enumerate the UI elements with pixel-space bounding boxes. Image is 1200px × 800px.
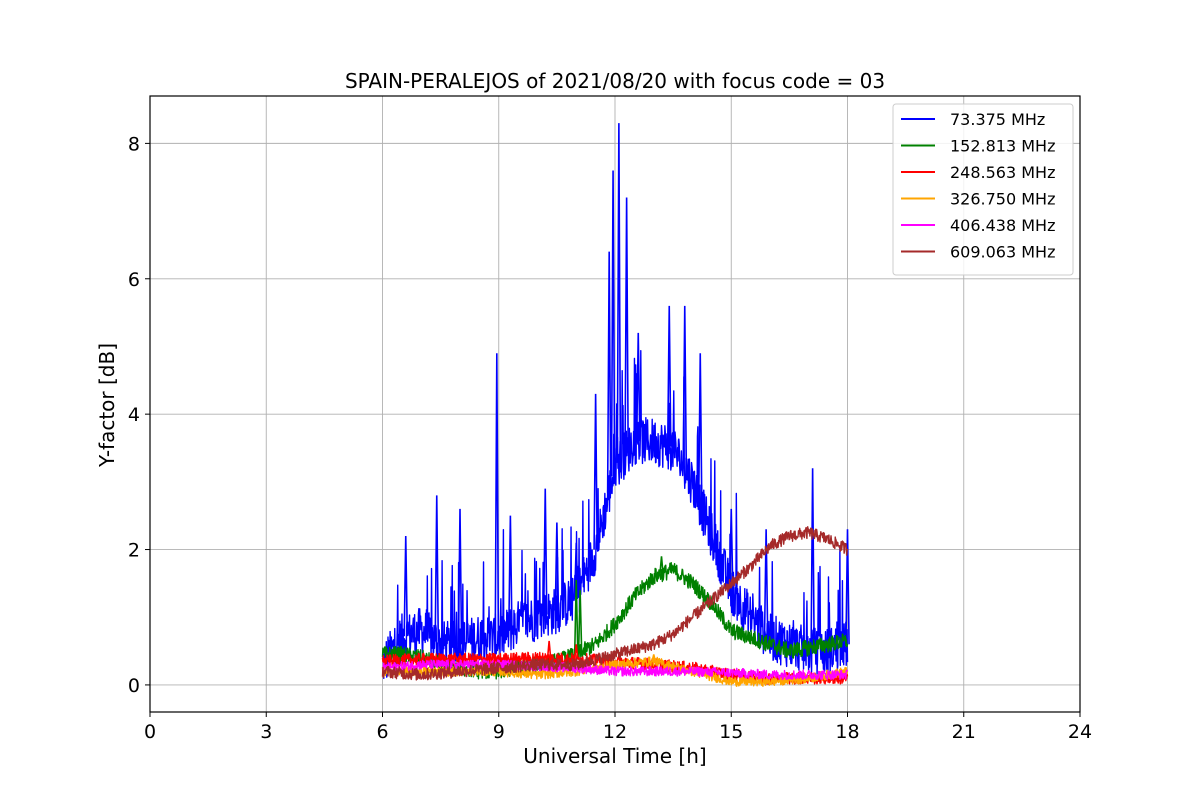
x-tick-label: 0 — [144, 721, 156, 743]
series-peak — [635, 332, 641, 442]
x-tick-label: 12 — [603, 721, 627, 743]
legend-label: 609.063 MHz — [950, 243, 1055, 262]
series-peak — [666, 305, 672, 447]
series-line — [381, 526, 849, 681]
series-peak — [546, 640, 552, 659]
series-peak — [697, 353, 703, 504]
series-peak — [810, 468, 815, 652]
series-peak — [606, 251, 612, 493]
legend-label: 248.563 MHz — [950, 163, 1055, 182]
series-peak — [682, 305, 688, 469]
x-axis-label: Universal Time [h] — [523, 744, 706, 768]
x-tick-label: 9 — [493, 721, 505, 743]
series-peak — [508, 515, 513, 630]
series-peak — [593, 393, 598, 550]
series-peak — [403, 535, 409, 637]
series-peak — [573, 644, 579, 660]
series-peak — [624, 197, 629, 453]
series-line — [382, 659, 849, 681]
series-peak — [573, 579, 579, 655]
x-tick-label: 21 — [952, 721, 976, 743]
legend-box — [892, 103, 1074, 276]
x-tick-label: 18 — [835, 721, 859, 743]
series-peak — [610, 170, 616, 477]
chart-title: SPAIN-PERALEJOS of 2021/08/20 with focus… — [345, 69, 885, 93]
legend: 73.375 MHz 152.813 MHz 248.563 MHz 326.750 … — [892, 103, 1074, 276]
series-peak — [554, 522, 560, 611]
y-axis-label: Y-factor [dB] — [95, 343, 119, 468]
y-tick-label: 8 — [128, 133, 140, 155]
series-peak — [542, 488, 548, 615]
series-peak — [434, 495, 440, 642]
series-peak — [763, 529, 769, 634]
x-axis-ticks: 0 3 6 9 12 15 18 21 24 — [144, 712, 1092, 743]
x-tick-label: 24 — [1068, 721, 1092, 743]
series-peak — [573, 542, 579, 597]
y-axis-ticks: 0 2 4 6 8 — [128, 133, 150, 697]
x-tick-label: 15 — [719, 721, 743, 743]
series-peak — [457, 508, 463, 645]
legend-label: 73.375 MHz — [950, 110, 1045, 129]
series-peak — [845, 529, 850, 645]
y-tick-label: 0 — [128, 675, 140, 697]
series-peak — [616, 123, 622, 463]
legend-label: 152.813 MHz — [950, 137, 1055, 156]
y-tick-label: 2 — [128, 540, 140, 562]
x-tick-label: 3 — [260, 721, 272, 743]
series-peak — [494, 353, 500, 638]
x-tick-label: 6 — [376, 721, 388, 743]
series-peak — [651, 654, 657, 662]
series-peak — [659, 556, 664, 574]
series-peak — [728, 508, 734, 591]
series-layer — [381, 123, 850, 687]
legend-label: 406.438 MHz — [950, 216, 1055, 235]
y-tick-label: 4 — [128, 404, 140, 426]
y-tick-label: 6 — [128, 269, 140, 291]
series-peak — [577, 590, 583, 653]
legend-label: 326.750 MHz — [950, 190, 1055, 209]
